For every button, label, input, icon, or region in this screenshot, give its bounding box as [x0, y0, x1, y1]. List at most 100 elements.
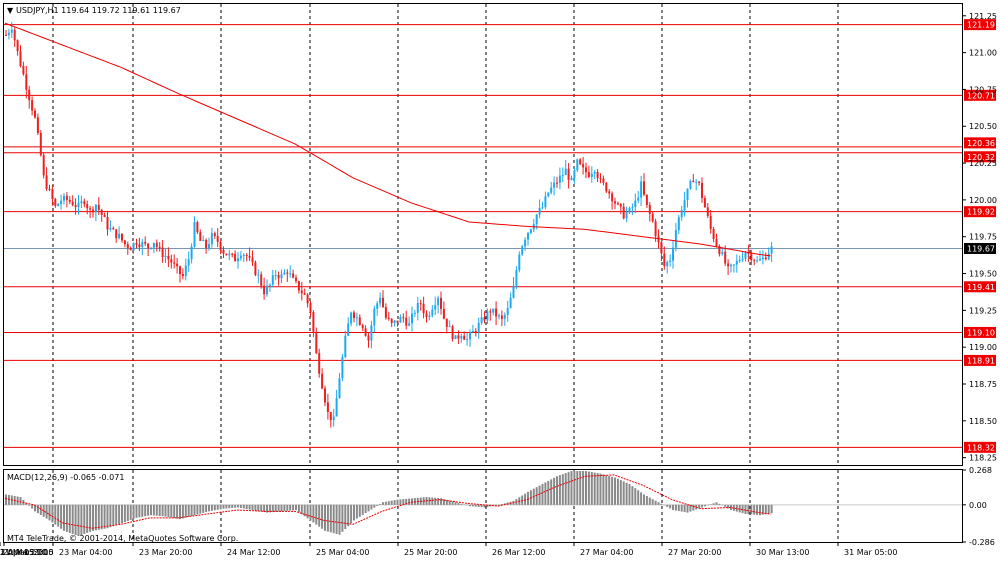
candle-body: [115, 229, 118, 239]
macd-bar: [132, 504, 135, 519]
macd-bar: [486, 504, 489, 507]
macd-bar: [631, 486, 634, 505]
macd-bar: [54, 504, 57, 525]
candle-body: [248, 255, 251, 258]
macd-bar: [225, 504, 228, 509]
candle-body: [683, 200, 686, 211]
candle-body: [573, 170, 576, 178]
candle-body: [521, 246, 524, 255]
symbol-header: USDJPY,H1 119.64 119.72 119.61 119.67: [16, 6, 181, 15]
candle-body: [535, 214, 538, 225]
macd-bar: [144, 504, 147, 517]
macd-bar: [25, 502, 28, 505]
level-label: 118.32: [967, 443, 995, 452]
macd-bar: [553, 477, 556, 505]
macd-bar: [318, 504, 321, 527]
macd-bar: [350, 504, 353, 524]
macd-bar: [541, 484, 544, 505]
level-tag: [964, 326, 996, 338]
macd-bar: [164, 504, 167, 517]
candle-body: [260, 274, 263, 286]
level-label: 118.91: [967, 356, 995, 365]
candle-body: [503, 314, 506, 319]
candle-body: [701, 182, 703, 199]
candle-body: [750, 253, 753, 261]
candle-body: [31, 100, 34, 111]
time-tick-label: 26 Mar 12:00: [492, 548, 545, 557]
level-label: 120.32: [967, 153, 995, 162]
macd-bar: [68, 504, 71, 533]
macd-bar: [286, 504, 289, 511]
candle-body: [347, 323, 350, 336]
candle-body: [666, 261, 669, 267]
macd-bar: [57, 504, 60, 527]
macd-bar: [471, 504, 474, 507]
time-tick-label: 23 Mar 20:00: [139, 548, 192, 557]
candle-body: [457, 335, 460, 339]
candle-body: [187, 259, 190, 266]
macd-bar: [228, 504, 231, 509]
macd-bar: [335, 504, 338, 534]
candle-body: [396, 320, 399, 323]
candle-body: [25, 74, 28, 90]
candle-body: [440, 297, 442, 309]
macd-bar: [268, 504, 271, 513]
candle-body: [164, 255, 167, 258]
macd-bar: [205, 504, 208, 513]
macd-bar: [596, 473, 599, 505]
candle-body: [382, 297, 384, 308]
macd-bar: [118, 504, 121, 525]
candle-body: [83, 201, 86, 205]
current-price-label: 119.67: [967, 244, 995, 253]
macd-bar: [527, 491, 529, 505]
candle-body: [68, 199, 71, 202]
candle-body: [709, 215, 712, 229]
candle-body: [558, 175, 561, 183]
candle-body: [199, 232, 202, 241]
macd-bar: [297, 504, 300, 513]
level-label: 120.36: [967, 139, 995, 148]
current-price-tag: [964, 242, 996, 254]
candle-body: [228, 253, 231, 256]
candle-body: [28, 89, 31, 101]
candle-body: [764, 257, 767, 260]
candle-body: [387, 317, 390, 319]
candle-body: [657, 236, 660, 243]
macd-bar: [689, 504, 692, 512]
candle-body: [283, 272, 286, 275]
macd-bar: [367, 504, 370, 512]
symbol-arrow-icon[interactable]: ▼: [7, 6, 14, 15]
macd-bar: [750, 504, 753, 515]
macd-bar: [358, 504, 361, 517]
candle-body: [132, 242, 135, 251]
macd-bar: [126, 504, 129, 521]
candle-body: [5, 34, 7, 36]
macd-bar: [187, 504, 190, 517]
macd-bar: [31, 504, 34, 509]
candle-body: [176, 263, 179, 267]
macd-bar: [341, 504, 344, 532]
candle-body: [263, 285, 266, 295]
macd-bar: [640, 492, 643, 505]
candle-body: [324, 388, 326, 403]
candle-body: [109, 227, 112, 230]
price-tick-label: 119.50: [969, 270, 997, 279]
candle-body: [158, 246, 161, 248]
macd-bar: [147, 504, 150, 516]
candle-body: [225, 253, 228, 256]
candle-body: [341, 357, 344, 379]
level-tag: [964, 206, 996, 218]
candle-body: [152, 242, 155, 248]
macd-bar: [451, 501, 454, 505]
macd-bar: [370, 504, 373, 510]
candle-body: [65, 195, 68, 200]
macd-bar: [74, 504, 77, 535]
candle-body: [680, 210, 683, 218]
macd-bar: [474, 504, 477, 507]
candle-body: [518, 254, 521, 271]
candle-body: [121, 233, 123, 241]
macd-bar: [503, 503, 506, 505]
macd-bar: [361, 504, 364, 515]
candle-body: [538, 207, 541, 215]
macd-bar: [135, 504, 138, 518]
